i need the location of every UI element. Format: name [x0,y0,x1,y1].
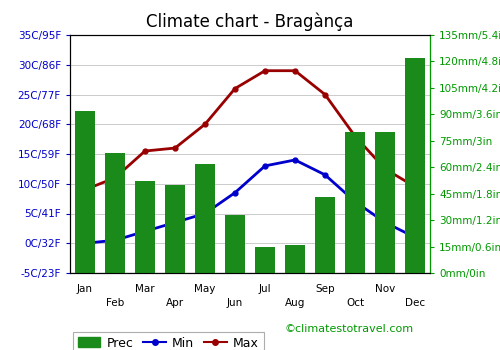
Bar [316,197,335,273]
Bar [345,132,365,273]
Bar [375,132,395,273]
Text: Dec: Dec [405,298,425,308]
Bar [105,153,125,273]
Legend: Prec, Min, Max: Prec, Min, Max [72,331,264,350]
Bar [225,215,245,273]
Text: Jul: Jul [258,284,272,294]
Title: Climate chart - Bragànça: Climate chart - Bragànça [146,12,354,31]
Bar [256,246,275,273]
Bar [285,245,305,273]
Bar [165,185,185,273]
Bar [75,111,95,273]
Bar [195,164,215,273]
Text: Mar: Mar [135,284,155,294]
Bar [135,181,155,273]
Text: May: May [194,284,216,294]
Text: Sep: Sep [315,284,335,294]
Text: Jun: Jun [227,298,243,308]
Text: Aug: Aug [285,298,305,308]
Text: Apr: Apr [166,298,184,308]
Text: ©climatestotravel.com: ©climatestotravel.com [285,324,414,334]
Text: Jan: Jan [77,284,93,294]
Text: Nov: Nov [375,284,395,294]
Text: Oct: Oct [346,298,364,308]
Bar [405,58,425,273]
Text: Feb: Feb [106,298,124,308]
